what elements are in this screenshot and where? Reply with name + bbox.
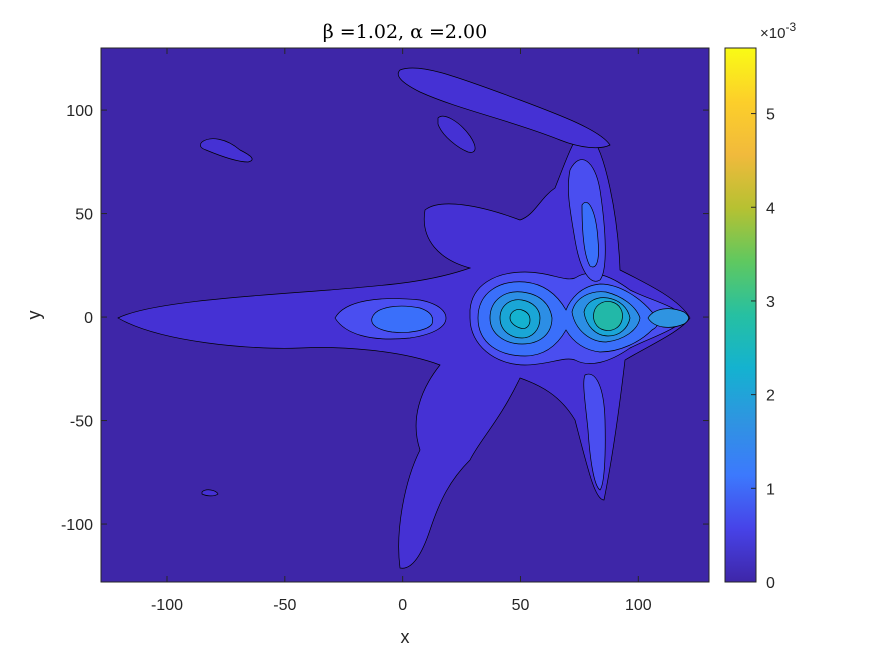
colorbar — [724, 47, 757, 583]
contour-level-6b — [509, 309, 531, 329]
x-tick-label: 100 — [625, 597, 652, 614]
colorbar-tick-label: 2 — [766, 388, 775, 405]
colorbar-ticks: 0 1 2 3 4 5 — [751, 107, 775, 592]
colorbar-exponent-power: -3 — [785, 20, 796, 34]
colorbar-exponent: ×10-3 — [760, 20, 796, 42]
x-tick-label: 0 — [398, 597, 407, 614]
y-tick-label: 0 — [84, 310, 93, 327]
contour-level-3c — [581, 202, 599, 268]
chart-title: β =1.02, α =2.00 — [323, 21, 487, 43]
contour-level-3 — [371, 305, 434, 333]
contour-level-5c — [647, 308, 689, 328]
contour-arm-top — [397, 67, 611, 149]
y-axis-label: y — [24, 311, 44, 320]
colorbar-tick-label: 5 — [766, 107, 775, 124]
plot-frame — [100, 47, 710, 583]
x-axis-ticks: -100 -50 0 50 100 — [151, 48, 652, 614]
colorbar-exponent-base: ×10 — [760, 25, 785, 42]
colorbar-tick-label: 3 — [766, 294, 775, 311]
colorbar-tick-label: 1 — [766, 481, 775, 498]
x-tick-label: -50 — [273, 597, 296, 614]
colorbar-tick-label: 4 — [766, 200, 775, 217]
contour-level-6 — [593, 301, 623, 331]
x-tick-label: 50 — [512, 597, 530, 614]
contour-regions — [117, 67, 691, 569]
colorbar-tick-label: 0 — [766, 575, 775, 592]
y-tick-label: -50 — [70, 414, 93, 431]
contour-blob-1 — [200, 138, 253, 163]
y-tick-label: 100 — [66, 103, 93, 120]
y-tick-label: -100 — [61, 517, 93, 534]
contour-blob-2 — [437, 115, 476, 153]
x-tick-label: -100 — [151, 597, 183, 614]
contour-blob-3 — [201, 489, 219, 497]
contour-level-1 — [117, 130, 691, 569]
contour-level-2d — [583, 373, 606, 491]
x-axis-label: x — [401, 627, 410, 647]
y-tick-label: 50 — [75, 207, 93, 224]
y-axis-ticks: -100 -50 0 50 100 — [61, 103, 709, 534]
